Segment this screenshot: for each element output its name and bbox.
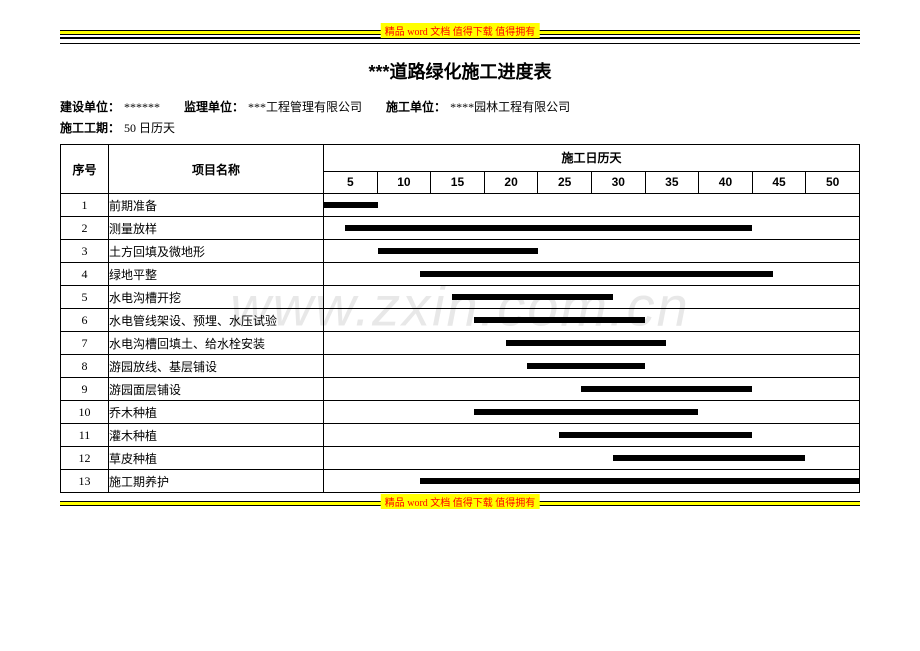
task-seq: 10 — [61, 401, 109, 424]
col-seq: 序号 — [61, 145, 109, 194]
day-col-40: 40 — [699, 171, 753, 193]
gantt-bar — [345, 225, 752, 231]
task-name: 土方回填及微地形 — [109, 240, 324, 263]
col-calendar: 施工日历天 — [324, 145, 860, 172]
construct-val: ****园林工程有限公司 — [450, 100, 570, 114]
task-seq: 5 — [61, 286, 109, 309]
day-col-10: 10 — [377, 171, 431, 193]
task-name: 水电管线架设、预埋、水压试验 — [109, 309, 324, 332]
task-bar-cell — [324, 286, 860, 309]
task-bar-cell — [324, 309, 860, 332]
task-seq: 2 — [61, 217, 109, 240]
gantt-bar — [506, 340, 667, 346]
task-seq: 7 — [61, 332, 109, 355]
gantt-bar — [420, 478, 859, 484]
day-col-35: 35 — [645, 171, 699, 193]
task-name: 水电沟槽回填土、给水栓安装 — [109, 332, 324, 355]
gantt-bar — [613, 455, 806, 461]
table-row: 6水电管线架设、预埋、水压试验 — [61, 309, 860, 332]
table-row: 1前期准备 — [61, 194, 860, 217]
task-name: 施工期养护 — [109, 470, 324, 493]
period-label: 施工工期： — [60, 121, 120, 135]
task-name: 灌木种植 — [109, 424, 324, 447]
gantt-bar — [559, 432, 752, 438]
table-row: 10乔木种植 — [61, 401, 860, 424]
bottom-banner-text: 精品 word 文档 值得下载 值得拥有 — [381, 494, 540, 509]
gantt-bar — [378, 248, 539, 254]
task-seq: 12 — [61, 447, 109, 470]
task-bar-cell — [324, 240, 860, 263]
construct-label: 施工单位： — [386, 100, 446, 114]
gantt-bar — [324, 202, 378, 208]
page: 精品 word 文档 值得下载 值得拥有 ***道路绿化施工进度表 建设单位： *… — [0, 0, 920, 528]
task-name: 乔木种植 — [109, 401, 324, 424]
task-seq: 13 — [61, 470, 109, 493]
task-name: 绿地平整 — [109, 263, 324, 286]
task-bar-cell — [324, 447, 860, 470]
table-row: 3土方回填及微地形 — [61, 240, 860, 263]
task-seq: 4 — [61, 263, 109, 286]
task-bar-cell — [324, 217, 860, 240]
task-name: 测量放样 — [109, 217, 324, 240]
gantt-bar — [527, 363, 645, 369]
day-col-30: 30 — [591, 171, 645, 193]
task-name: 水电沟槽开挖 — [109, 286, 324, 309]
task-name: 前期准备 — [109, 194, 324, 217]
task-bar-cell — [324, 263, 860, 286]
task-bar-cell — [324, 355, 860, 378]
meta-row-2: 施工工期： 50 日历天 — [60, 119, 860, 136]
day-col-25: 25 — [538, 171, 592, 193]
task-bar-cell — [324, 424, 860, 447]
table-row: 9游园面层铺设 — [61, 378, 860, 401]
supervise-label: 监理单位： — [184, 100, 244, 114]
table-row: 5水电沟槽开挖 — [61, 286, 860, 309]
day-col-15: 15 — [431, 171, 485, 193]
gantt-bar — [474, 409, 699, 415]
task-bar-cell — [324, 332, 860, 355]
task-seq: 3 — [61, 240, 109, 263]
build-val: ****** — [124, 100, 160, 114]
gantt-bar — [452, 294, 613, 300]
table-row: 4绿地平整 — [61, 263, 860, 286]
task-seq: 6 — [61, 309, 109, 332]
period-val: 50 日历天 — [124, 121, 175, 135]
task-seq: 11 — [61, 424, 109, 447]
task-seq: 1 — [61, 194, 109, 217]
task-bar-cell — [324, 401, 860, 424]
day-col-50: 50 — [806, 171, 860, 193]
gantt-bar — [581, 386, 752, 392]
task-name: 游园面层铺设 — [109, 378, 324, 401]
page-title: ***道路绿化施工进度表 — [60, 58, 860, 84]
day-col-5: 5 — [324, 171, 378, 193]
gantt-table: 序号项目名称施工日历天5101520253035404550 1前期准备2测量放… — [60, 144, 860, 493]
table-row: 11灌木种植 — [61, 424, 860, 447]
task-bar-cell — [324, 378, 860, 401]
top-banner-text: 精品 word 文档 值得下载 值得拥有 — [381, 23, 540, 38]
supervise-val: ***工程管理有限公司 — [248, 100, 362, 114]
gantt-bar — [420, 271, 773, 277]
build-label: 建设单位： — [60, 100, 120, 114]
table-row: 7水电沟槽回填土、给水栓安装 — [61, 332, 860, 355]
task-seq: 8 — [61, 355, 109, 378]
day-col-45: 45 — [752, 171, 806, 193]
top-banner: 精品 word 文档 值得下载 值得拥有 — [60, 30, 860, 35]
bottom-banner: 精品 word 文档 值得下载 值得拥有 — [60, 501, 860, 506]
task-name: 草皮种植 — [109, 447, 324, 470]
table-row: 2测量放样 — [61, 217, 860, 240]
table-row: 12草皮种植 — [61, 447, 860, 470]
table-row: 8游园放线、基层铺设 — [61, 355, 860, 378]
gantt-bar — [474, 317, 645, 323]
col-name: 项目名称 — [109, 145, 324, 194]
task-name: 游园放线、基层铺设 — [109, 355, 324, 378]
task-seq: 9 — [61, 378, 109, 401]
task-bar-cell — [324, 194, 860, 217]
top-rule — [60, 37, 860, 44]
task-bar-cell — [324, 470, 860, 493]
table-row: 13施工期养护 — [61, 470, 860, 493]
day-col-20: 20 — [484, 171, 538, 193]
meta-row-1: 建设单位： ****** 监理单位： ***工程管理有限公司 施工单位： ****园林… — [60, 98, 860, 115]
